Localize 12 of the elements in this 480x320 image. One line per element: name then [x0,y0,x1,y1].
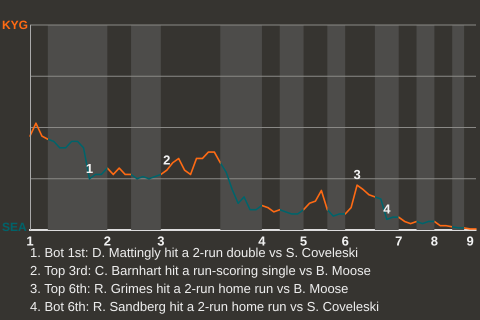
x-tick-label: 9 [466,233,474,248]
text: 2. Top 3rd: C. Barnhart hit a run-scoring single vs B. Moose [30,262,372,280]
annotation: 2 [163,152,170,168]
text: 3. Top 6th: R. Grimes hit a 2-run home run vs B. Moose [30,280,350,298]
x-tick-label: 8 [430,233,438,248]
annotation: 4 [383,201,392,216]
annotation: 1 [86,160,94,176]
text: SEA [2,220,27,234]
x-tick-label: 7 [395,233,402,248]
text: 4. Bot 6th: R. Sandberg hit a 2-run home run vs S. Coveleski [30,298,380,316]
text: KYG [2,18,28,32]
annotation: 3 [353,167,361,182]
